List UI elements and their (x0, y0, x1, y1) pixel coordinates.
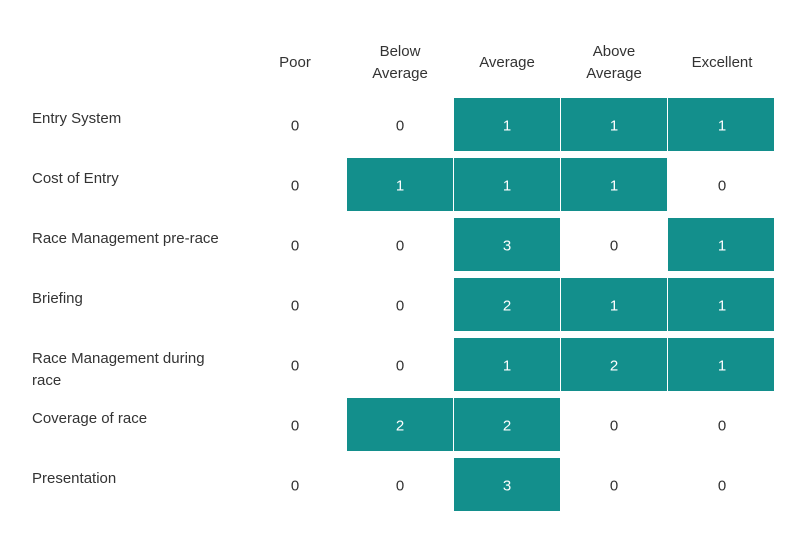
heatmap-cell (454, 98, 560, 151)
column-header: Below Average (372, 43, 428, 82)
cell-value: 1 (503, 118, 511, 135)
row-label: Presentation (32, 470, 116, 487)
cell-value: 0 (396, 298, 404, 315)
row-label: Entry System (32, 110, 121, 127)
heatmap-cell (668, 278, 774, 331)
heatmap-cell (454, 218, 560, 271)
heatmap-cell (561, 278, 667, 331)
cell-value: 0 (610, 478, 618, 495)
heatmap-cell (454, 338, 560, 391)
cell-value: 0 (718, 478, 726, 495)
cell-value: 0 (610, 418, 618, 435)
cell-value: 2 (396, 418, 404, 435)
cell-value: 0 (291, 238, 299, 255)
cell-value: 2 (503, 418, 511, 435)
cell-value: 2 (610, 358, 618, 375)
cell-value: 1 (718, 238, 726, 255)
heatmap-cell (668, 218, 774, 271)
cell-value: 1 (610, 298, 618, 315)
row-label: Race Management pre-race (32, 230, 219, 247)
row-label: Race Management during race (32, 350, 205, 389)
cell-value: 0 (291, 178, 299, 195)
heatmap-cell (561, 338, 667, 391)
cell-value: 3 (503, 478, 511, 495)
cell-value: 0 (396, 478, 404, 495)
column-header: Excellent (692, 54, 754, 71)
cell-value: 0 (610, 238, 618, 255)
column-header: Above Average (586, 43, 642, 82)
cell-value: 1 (610, 118, 618, 135)
heatmap-cell (347, 398, 453, 451)
row-label: Cost of Entry (32, 170, 119, 187)
heatmap-cell (347, 158, 453, 211)
cell-value: 1 (718, 118, 726, 135)
cell-value: 3 (503, 238, 511, 255)
row-labels: Entry System Cost of Entry Race Management… (32, 110, 219, 487)
row-label: Briefing (32, 290, 83, 307)
cell-value: 0 (718, 418, 726, 435)
cell-value: 1 (718, 298, 726, 315)
cell-value: 1 (503, 178, 511, 195)
heatmap-cell (454, 398, 560, 451)
cell-value: 0 (396, 238, 404, 255)
column-header: Poor (279, 54, 311, 71)
heatmap-cells: 0 0 1 1 1 0 1 1 1 0 0 0 3 0 1 0 0 2 1 1 0 0 1 2 1 0 2 2 0 0 0 0 3 0 0 (291, 98, 774, 511)
cell-value: 0 (291, 418, 299, 435)
cell-value: 0 (291, 298, 299, 315)
cell-value: 1 (610, 178, 618, 195)
cell-value: 0 (291, 478, 299, 495)
cell-value: 2 (503, 298, 511, 315)
heatmap-cell (561, 98, 667, 151)
cell-value: 0 (718, 178, 726, 195)
row-label: Coverage of race (32, 410, 147, 427)
heatmap-cell (668, 338, 774, 391)
heatmap-cell (454, 458, 560, 511)
cell-value: 0 (396, 358, 404, 375)
cell-value: 0 (291, 118, 299, 135)
cell-value: 1 (503, 358, 511, 375)
column-headers: Poor Below Average Average Above Average Excel… (279, 43, 753, 82)
heatmap-cell (668, 98, 774, 151)
column-header: Average (479, 54, 535, 71)
cell-value: 0 (291, 358, 299, 375)
cell-value: 0 (396, 118, 404, 135)
cell-value: 1 (396, 178, 404, 195)
cell-value: 1 (718, 358, 726, 375)
heatmap-cell (454, 158, 560, 211)
heatmap-cell (454, 278, 560, 331)
heatmap-cell (561, 158, 667, 211)
